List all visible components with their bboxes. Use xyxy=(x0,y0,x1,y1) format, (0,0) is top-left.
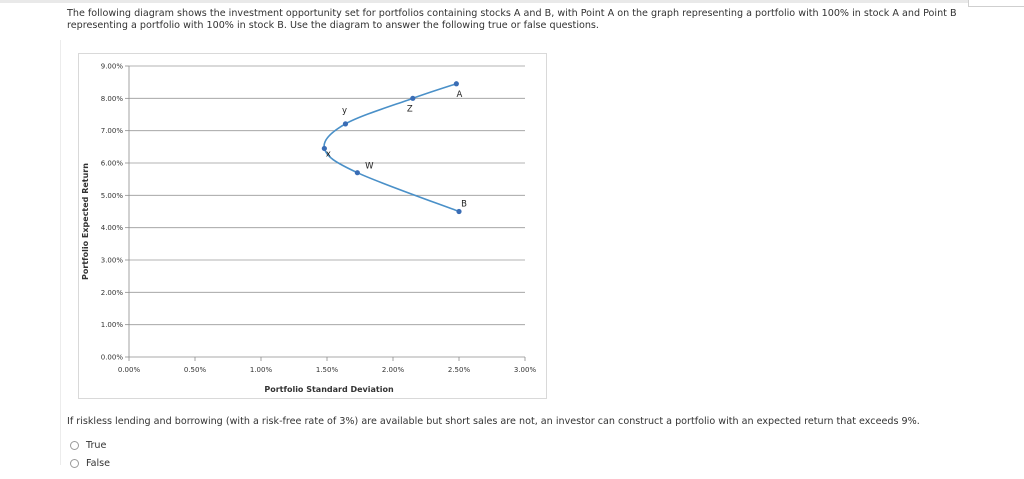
point-label: B xyxy=(461,200,467,210)
x-tick-label: 1.50% xyxy=(316,366,339,374)
opportunity-set-line xyxy=(323,83,460,213)
option-false-label: False xyxy=(86,457,111,469)
data-point xyxy=(342,121,349,127)
chart-frame: 0.00% 1.00% 2.00% 3.00% 4.00% 5.00% 6.00% 7.00%… xyxy=(78,53,547,399)
y-axis-title: Portfolio Expected Return xyxy=(81,163,90,280)
option-false[interactable]: False xyxy=(70,456,110,470)
y-tick-label: 4.00% xyxy=(101,224,124,232)
point-label: y xyxy=(342,106,347,116)
content-divider xyxy=(60,40,61,465)
radio-true[interactable] xyxy=(70,440,79,450)
y-tick-label: 7.00% xyxy=(101,127,124,135)
question-statement: If riskless lending and borrowing (with … xyxy=(67,416,920,427)
option-true[interactable]: True xyxy=(70,438,106,452)
x-tick-label: 3.00% xyxy=(514,366,537,374)
y-tick-label: 0.00% xyxy=(101,354,124,362)
y-tick-label: 5.00% xyxy=(101,192,124,200)
y-tick-label: 3.00% xyxy=(101,257,124,265)
top-border xyxy=(0,0,1024,3)
data-point xyxy=(456,208,462,215)
opportunity-set-chart: 0.00% 1.00% 2.00% 3.00% 4.00% 5.00% 6.00% 7.00%… xyxy=(81,63,537,395)
point-label: W xyxy=(365,162,374,172)
data-point xyxy=(453,81,459,87)
radio-false[interactable] xyxy=(70,458,79,468)
x-tick-label: 0.50% xyxy=(184,366,207,374)
x-tick-label: 2.50% xyxy=(448,366,471,374)
question-intro: The following diagram shows the investme… xyxy=(67,8,957,31)
option-true-label: True xyxy=(86,439,107,451)
y-tick-label: 1.00% xyxy=(101,321,124,329)
point-label: Z xyxy=(407,104,413,114)
x-tick-label: 0.00% xyxy=(118,366,141,374)
y-tick-label: 2.00% xyxy=(101,289,124,297)
x-tick-label: 1.00% xyxy=(250,366,273,374)
y-tick-label: 9.00% xyxy=(101,63,124,71)
data-point xyxy=(410,95,416,101)
top-right-tab xyxy=(968,0,1024,7)
point-label: A xyxy=(456,90,462,100)
y-tick-label: 8.00% xyxy=(101,95,124,103)
point-label: x xyxy=(326,149,331,159)
x-tick-label: 2.00% xyxy=(382,366,405,374)
data-point xyxy=(354,170,360,176)
x-axis-title: Portfolio Standard Deviation xyxy=(264,385,394,394)
y-tick-label: 6.00% xyxy=(101,160,124,168)
data-point xyxy=(321,145,327,152)
